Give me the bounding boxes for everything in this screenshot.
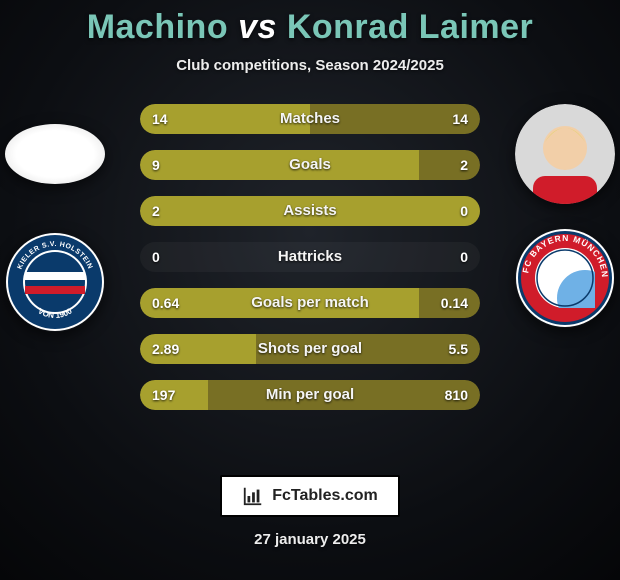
player2-name: Konrad Laimer bbox=[287, 8, 533, 46]
player1-club-crest: KIELER S.V. HOLSTEIN VON 1900 bbox=[5, 232, 105, 332]
stat-bar-right bbox=[208, 380, 480, 410]
player1-avatar bbox=[5, 124, 105, 184]
brand-box: FcTables.com bbox=[220, 475, 400, 517]
stat-bar-left bbox=[140, 196, 480, 226]
stat-value-left: 2 bbox=[152, 196, 160, 226]
player1-side: KIELER S.V. HOLSTEIN VON 1900 bbox=[0, 104, 110, 356]
stat-bar-right bbox=[419, 150, 480, 180]
subtitle: Club competitions, Season 2024/2025 bbox=[0, 57, 620, 74]
bayern-crest-icon: FC BAYERN MÜNCHEN bbox=[515, 228, 615, 328]
player2-side: FC BAYERN MÜNCHEN bbox=[510, 104, 620, 352]
stat-value-left: 0 bbox=[152, 242, 160, 272]
stat-value-right: 2 bbox=[460, 150, 468, 180]
brand-text: FcTables.com bbox=[272, 487, 378, 505]
stat-row: Goals92 bbox=[140, 150, 480, 180]
stats-area: KIELER S.V. HOLSTEIN VON 1900 bbox=[0, 104, 620, 410]
stat-row: Goals per match0.640.14 bbox=[140, 288, 480, 318]
vs-text: vs bbox=[238, 8, 277, 46]
stat-bar-left bbox=[140, 288, 419, 318]
player2-avatar bbox=[515, 104, 615, 204]
stat-value-left: 2.89 bbox=[152, 334, 179, 364]
stat-value-left: 0.64 bbox=[152, 288, 179, 318]
stat-value-left: 14 bbox=[152, 104, 168, 134]
footer: FcTables.com 27 january 2025 bbox=[0, 475, 620, 548]
player2-club-crest: FC BAYERN MÜNCHEN bbox=[515, 228, 615, 328]
stat-bars: Matches1414Goals92Assists20Hattricks00Go… bbox=[140, 104, 480, 410]
stat-value-right: 0 bbox=[460, 242, 468, 272]
stat-value-right: 5.5 bbox=[449, 334, 468, 364]
page-title: Machino vs Konrad Laimer bbox=[0, 8, 620, 47]
stat-bar-right bbox=[256, 334, 480, 364]
stat-row: Min per goal197810 bbox=[140, 380, 480, 410]
stat-row: Matches1414 bbox=[140, 104, 480, 134]
holstein-kiel-crest-icon: KIELER S.V. HOLSTEIN VON 1900 bbox=[5, 232, 105, 332]
stat-row: Hattricks0 0 bbox=[140, 242, 480, 272]
bar-chart-icon bbox=[242, 485, 264, 507]
stat-row: Assists20 bbox=[140, 196, 480, 226]
stat-bar-left bbox=[140, 150, 419, 180]
stat-label: Hattricks bbox=[140, 242, 480, 272]
stat-value-left: 9 bbox=[152, 150, 160, 180]
player1-name: Machino bbox=[87, 8, 228, 46]
stat-value-right: 0 bbox=[460, 196, 468, 226]
stat-value-right: 14 bbox=[452, 104, 468, 134]
stat-value-left: 197 bbox=[152, 380, 175, 410]
stat-row: Shots per goal2.895.5 bbox=[140, 334, 480, 364]
date-text: 27 january 2025 bbox=[0, 531, 620, 548]
player-photo-placeholder-icon bbox=[515, 104, 615, 204]
stat-value-right: 0.14 bbox=[441, 288, 468, 318]
stat-value-right: 810 bbox=[445, 380, 468, 410]
